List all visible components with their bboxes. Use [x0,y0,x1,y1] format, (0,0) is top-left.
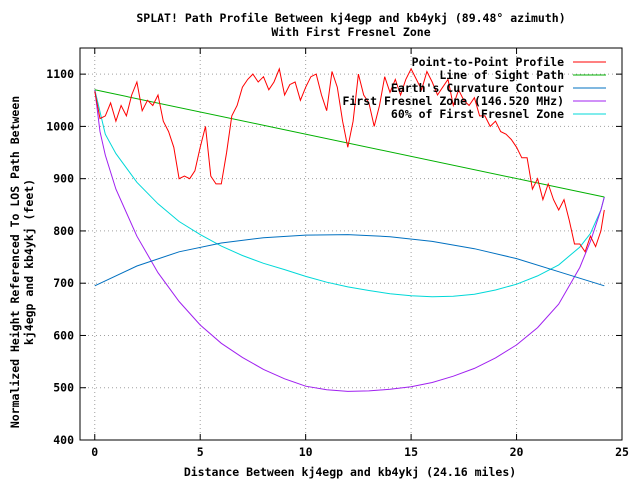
series-line-1 [94,89,605,198]
chart-subtitle: With First Fresnel Zone [271,25,430,39]
legend-label-1: Line of Sight Path [439,68,564,82]
plot-frame [79,47,623,441]
legend-label-0: Point-to-Point Profile [412,55,564,69]
y-axis-label-line-1: Normalized Height Referenced To LOS Path… [8,96,22,428]
y-tick-label: 1000 [46,119,74,133]
series-line-3 [94,89,605,392]
x-tick-label: 20 [510,445,524,459]
y-tick-label: 500 [53,381,74,395]
grid-layer [80,48,622,440]
legend-label-4: 60% of First Fresnel Zone [391,107,564,121]
y-tick-label: 700 [53,276,74,290]
ticks-layer: 0 5 10 15 20 25 400 500 600 700 800 900 1000 1100 [46,48,629,459]
x-axis-label: Distance Between kj4egp and kb4ykj (24.1… [184,465,516,479]
y-tick-label: 800 [53,224,74,238]
y-tick-label: 1100 [46,67,74,81]
axes-layer [79,47,623,441]
legend-label-2: Earth's Curvature Contour [391,81,564,95]
series-layer [94,67,605,392]
series-line-4 [94,89,605,298]
y-tick-label: 600 [53,328,74,342]
x-tick-label: 15 [404,445,418,459]
legend-label-3: First Fresnel Zone (146.520 MHz) [342,94,564,108]
x-tick-label: 10 [299,445,313,459]
x-tick-label: 25 [615,445,629,459]
y-tick-label: 400 [53,433,74,447]
series-line-2 [94,234,605,287]
series-line-0 [94,67,605,253]
x-tick-label: 5 [197,445,204,459]
chart-title: SPLAT! Path Profile Between kj4egp and k… [136,11,565,25]
y-tick-label: 900 [53,172,74,186]
y-axis-label-line-2: kj4egp and kb4ykj (feet) [22,179,36,345]
x-tick-label: 0 [91,445,98,459]
